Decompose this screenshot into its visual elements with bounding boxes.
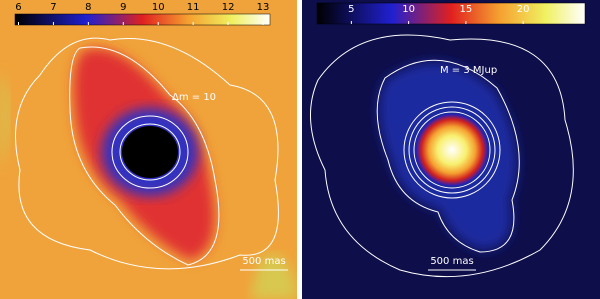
left-image	[0, 0, 297, 299]
colorbar-tick-label: 5	[348, 4, 354, 15]
annotation: Δm = 10	[172, 92, 216, 103]
colorbar-tick-label: 11	[187, 2, 200, 13]
colorbar-tick-label: 7	[50, 2, 56, 13]
colorbar-tick-label: 20	[517, 4, 530, 15]
colorbar-tick-label: 15	[460, 4, 473, 15]
scale-label: 500 mas	[242, 256, 285, 267]
right-image	[302, 0, 600, 299]
colorbar-tick-label: 8	[85, 2, 91, 13]
colorbar-tick-label: 9	[120, 2, 126, 13]
colorbar-tick-label: 12	[222, 2, 235, 13]
colorbar-tick-label: 10	[402, 4, 415, 15]
colorbar-tick-label: 10	[152, 2, 165, 13]
annotation: M = 3 MJup	[440, 65, 497, 76]
colorbar	[14, 13, 271, 26]
colorbar-tick-label: 6	[15, 2, 21, 13]
colorbar-tick-label: 13	[257, 2, 270, 13]
colorbar	[316, 2, 586, 25]
scale-label: 500 mas	[430, 256, 473, 267]
